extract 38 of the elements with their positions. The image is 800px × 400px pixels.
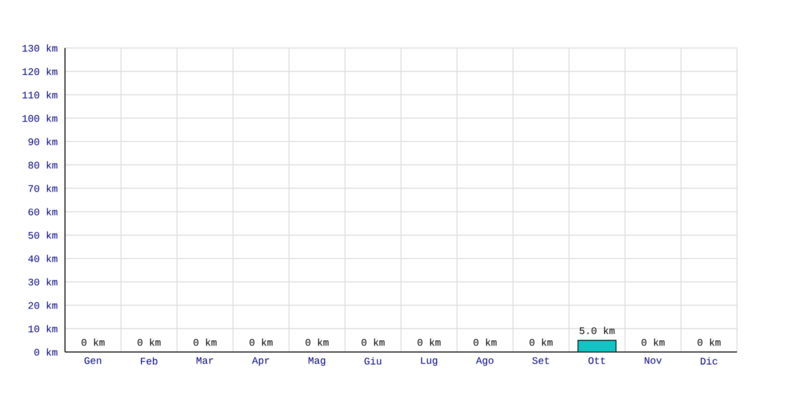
data-label: 0 km [530,338,552,346]
data-label: 0 km [362,338,384,346]
data-label: 0 km [306,338,328,346]
y-tick-label: 70 km [28,184,58,192]
x-tick-label: Lug [421,357,438,366]
y-tick-label: 20 km [28,302,58,309]
data-label: 0 km [250,338,272,346]
y-tick-label: 40 km [28,254,58,262]
y-tick-label: 110 km [22,91,58,98]
x-tick-label: Dic [700,357,718,365]
y-tick-label: 0 km [34,348,58,356]
y-tick-label: 130 km [22,44,58,52]
y-tick-label: 10 km [28,324,58,332]
x-tick-label: Gen [84,357,102,364]
y-tick-label: 100 km [22,114,58,122]
data-label: 5.0 km [580,326,614,334]
x-tick-label: Mar [196,357,214,364]
data-label: 0 km [418,338,440,346]
x-tick-label: Mag [308,357,326,366]
data-label: 0 km [82,338,104,346]
x-tick-label: Ago [476,357,494,366]
x-tick-label: Ott [588,357,605,364]
data-label: 0 km [194,338,216,346]
data-label: 0 km [642,338,664,346]
x-tick-label: Giu [364,357,382,365]
y-tick-label: 50 km [28,231,58,239]
x-tick-label: Set [532,357,549,364]
y-tick-label: 120 km [22,68,58,76]
y-tick-label: 60 km [28,208,58,216]
y-tick-label: 30 km [28,278,58,286]
data-label: 0 km [698,338,720,346]
x-tick-label: Nov [644,357,662,364]
x-tick-label: Feb [140,357,158,365]
data-label: 0 km [474,338,496,346]
y-tick-label: 90 km [28,138,58,146]
y-tick-label: 80 km [28,161,58,169]
data-label: 0 km [138,338,160,346]
x-tick-label: Apr [252,357,270,366]
